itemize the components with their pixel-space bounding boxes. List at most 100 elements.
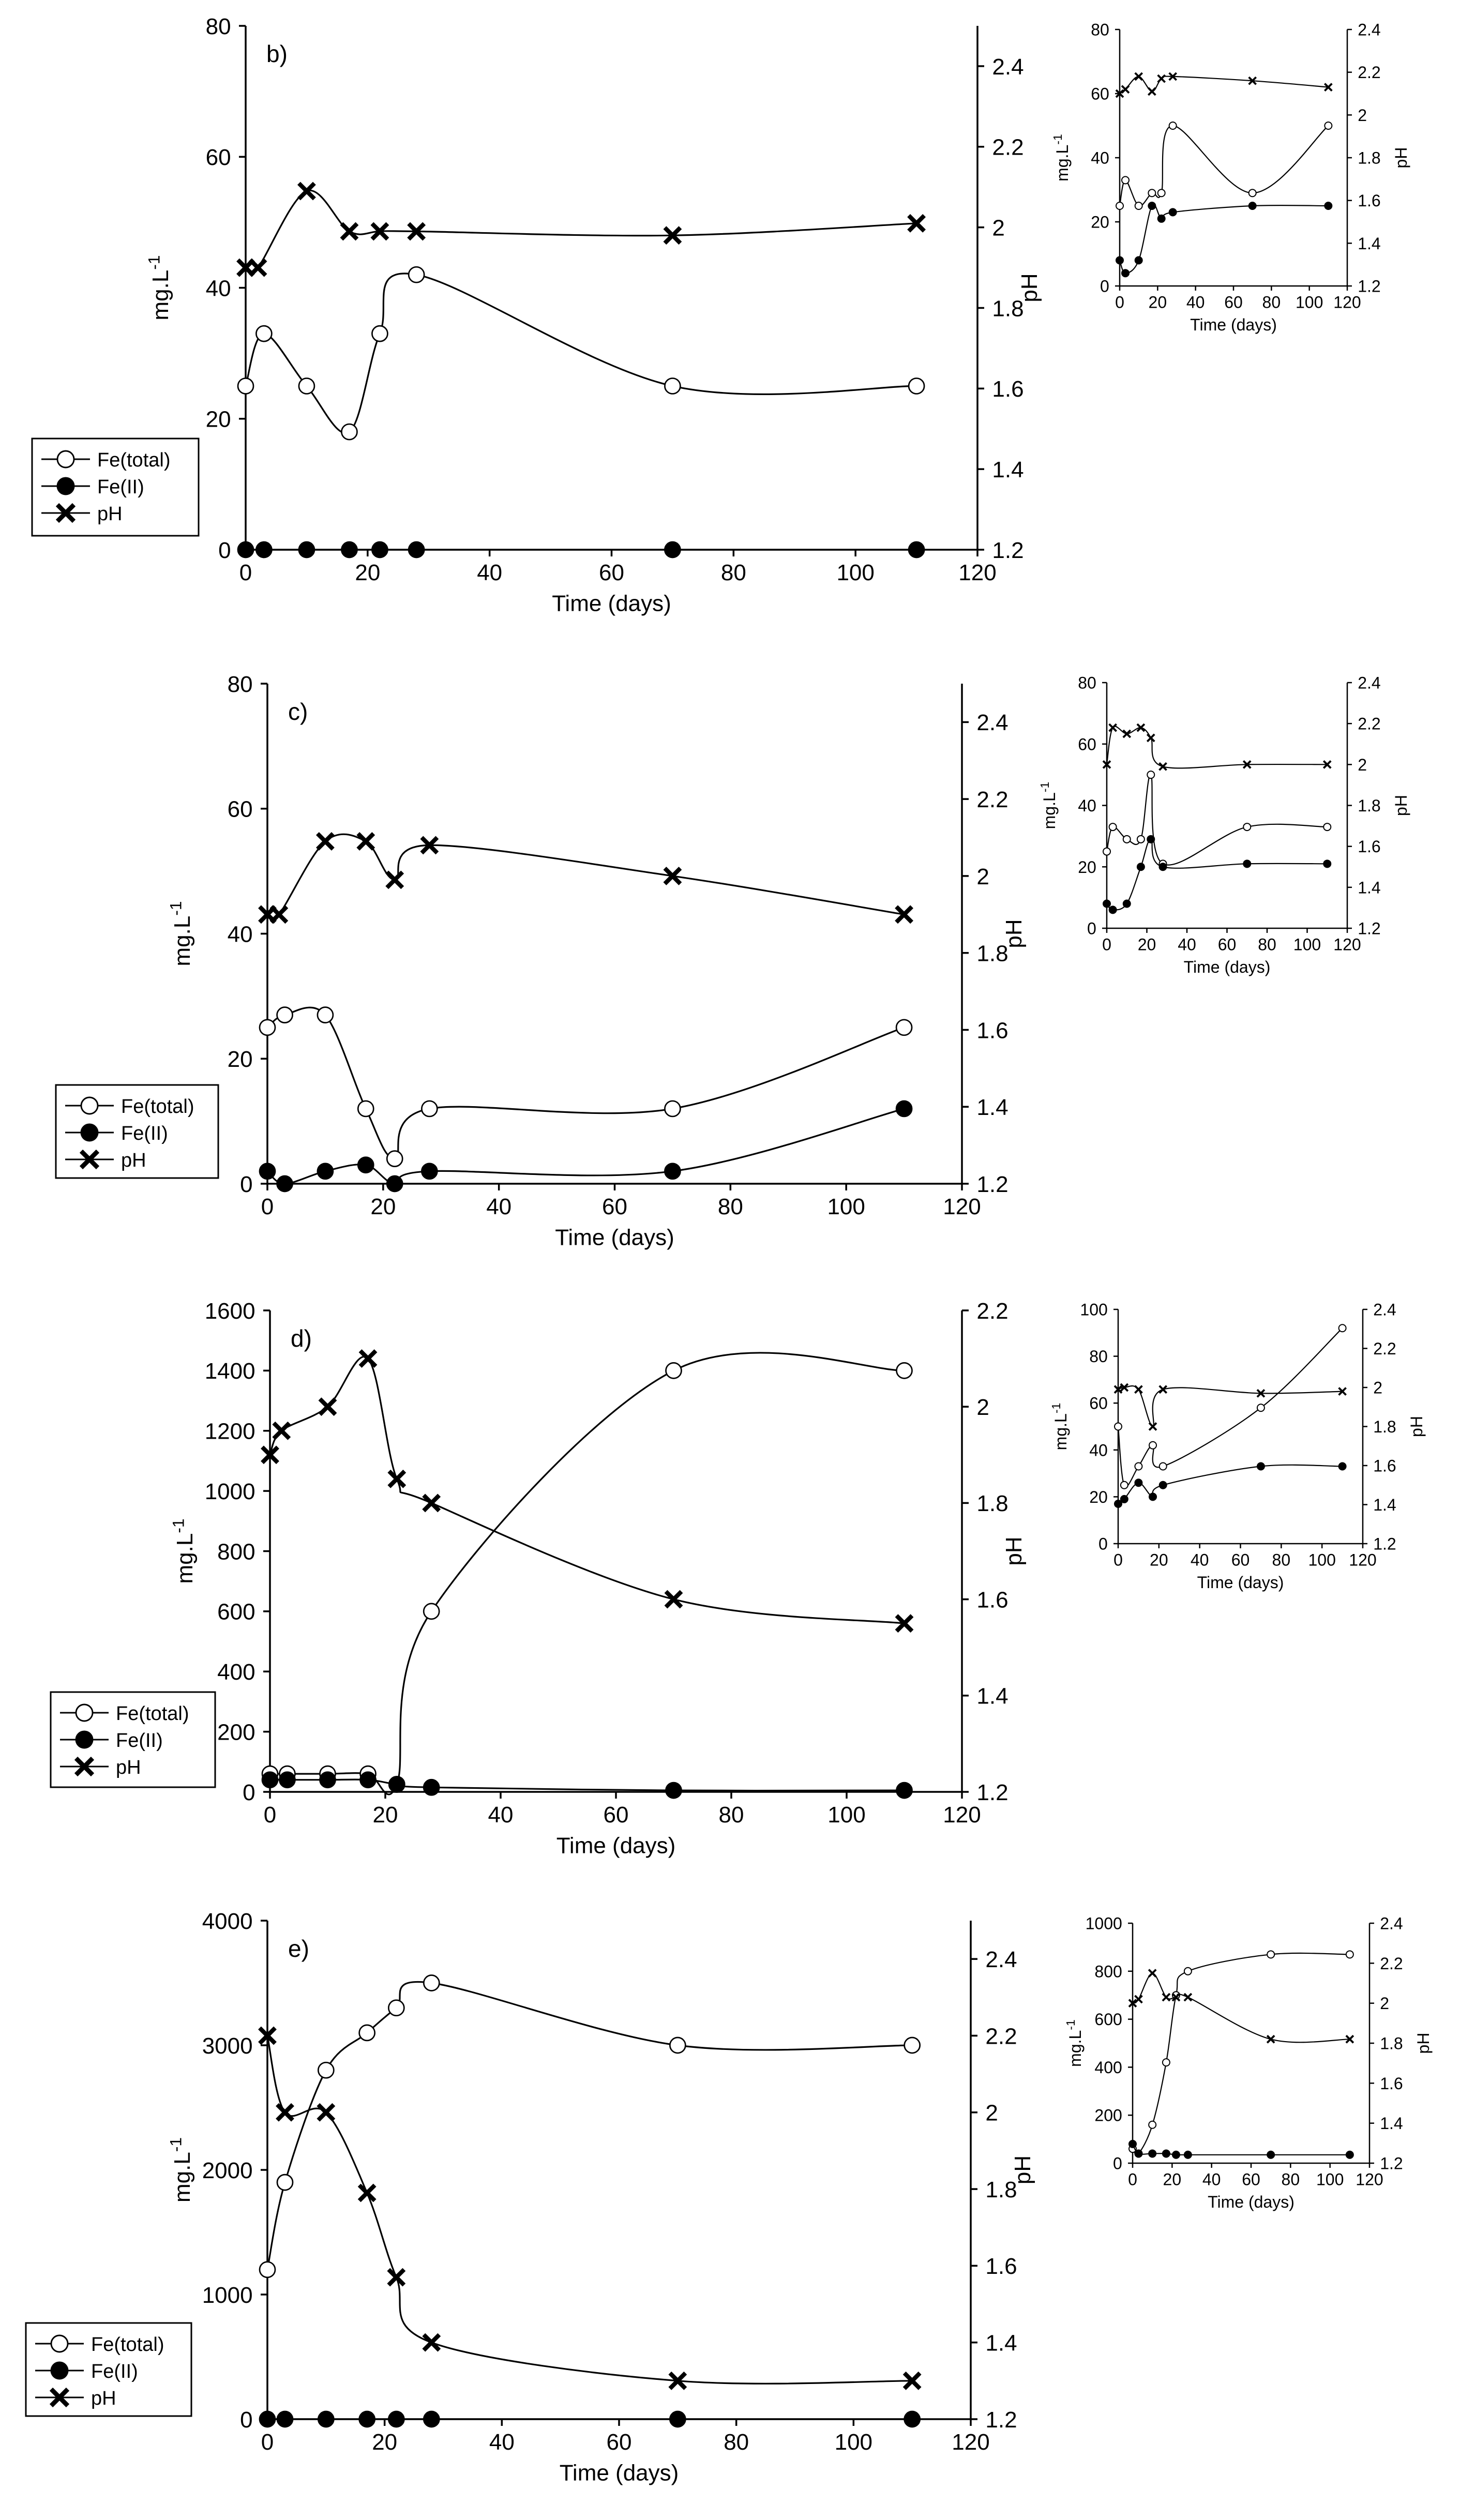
main-b-y2-tick-label: 1.4: [992, 457, 1024, 482]
inset-b-fe2-point: [1121, 269, 1130, 278]
inset-d-y2-tick-label: 1.6: [1373, 1457, 1396, 1475]
inset-b-y2-tick-label: 1.2: [1358, 277, 1380, 296]
main-e-ph-point: [357, 2183, 377, 2202]
inset-d-y-tick-label: 20: [1089, 1488, 1108, 1506]
main-b-fetotal-point: [371, 325, 388, 342]
inset-e-ph-point: [1266, 2034, 1275, 2044]
inset-d-y-axis-label-exp: -1: [1049, 1403, 1063, 1413]
main-c-ph-line: [266, 833, 905, 921]
main-b-fe2-point: [237, 541, 254, 559]
main-b-x-tick-label: 80: [721, 560, 746, 585]
main-c-y2-tick-label: 1.4: [976, 1095, 1008, 1120]
inset-b-fe2-point: [1134, 256, 1143, 265]
inset-d-y2-tick-label: 2.2: [1373, 1339, 1396, 1358]
main-d-ph-point: [387, 1469, 407, 1488]
main-d-ph-point: [358, 1349, 378, 1368]
inset-e-x-tick-label: 60: [1242, 2170, 1260, 2189]
main-c-y2-tick-label: 2: [976, 864, 989, 889]
main-c-fetotal-line: [266, 1006, 905, 1160]
main-e-fetotal-point: [387, 1999, 405, 2017]
main-d-x-tick-label: 80: [719, 1802, 744, 1828]
inset-e-fetotal-point: [1267, 1950, 1275, 1959]
main-e-x-axis-label: Time (days): [560, 2461, 679, 2486]
inset-b-x-axis-label: Time (days): [1190, 315, 1277, 334]
inset-e-x-axis-label: Time (days): [1208, 2193, 1295, 2211]
main-d-y-tick-label: 200: [217, 1719, 255, 1745]
main-b-fe2-point: [664, 541, 681, 559]
inset-d-fetotal-point: [1134, 1462, 1143, 1471]
main-b-y2-tick-label: 2: [992, 215, 1004, 240]
main-e-fe2-point: [423, 2410, 440, 2428]
main-b-y-axis-label-base: mg.L: [148, 270, 173, 321]
inset-e-y2-tick-label: 2.4: [1380, 1914, 1403, 1933]
inset-e-x-tick-label: 100: [1316, 2170, 1344, 2189]
inset-chart-d: 0 20 40 60 80 100 120 0 20 40 60 80 100 1.2 1.4 1.6 1.8 2…: [1049, 1301, 1426, 1592]
main-b-x-axis-label: Time (days): [552, 591, 671, 616]
main-d-ph-point: [422, 1493, 441, 1513]
inset-e-fe2-point: [1171, 2150, 1180, 2159]
main-e-ph-point: [902, 2371, 922, 2390]
main-b-fe2-point: [371, 541, 388, 559]
inset-d-x-tick-label: 0: [1113, 1551, 1123, 1570]
inset-d-fetotal-line: [1117, 1327, 1343, 1487]
main-c-fe2-point: [276, 1175, 293, 1193]
main-c-x-axis-label: Time (days): [555, 1225, 674, 1250]
inset-c-ph-point: [1108, 723, 1117, 732]
main-d-ph-point: [664, 1590, 683, 1609]
main-c-y2-tick-label: 1.6: [976, 1018, 1008, 1043]
main-d-y-axis-label: mg.L-1: [169, 1519, 198, 1584]
inset-c-fe2-point: [1147, 835, 1155, 843]
legend-fe2-marker: [50, 2361, 69, 2380]
main-d-y-tick-label: 400: [217, 1659, 255, 1685]
main-e-x-tick-label: 120: [952, 2430, 989, 2455]
inset-d-fetotal-point: [1338, 1324, 1347, 1333]
inset-c-y2-tick-label: 1.2: [1358, 919, 1380, 938]
inset-d-y2-tick-label: 1.8: [1373, 1417, 1396, 1436]
inset-b-fetotal-point: [1121, 176, 1130, 185]
main-b-fetotal-point: [298, 378, 315, 395]
main-e-fe2-point: [317, 2410, 335, 2428]
inset-d-ph-point: [1338, 1387, 1347, 1396]
inset-c-fe2-point: [1122, 899, 1131, 908]
main-c-fe2-line: [266, 1108, 905, 1185]
main-c-y2-axis-label: pH: [1001, 919, 1027, 948]
main-d-fetotal-point: [896, 1362, 913, 1379]
inset-e-x-tick-label: 120: [1356, 2170, 1383, 2189]
main-c-y-tick-label: 40: [228, 922, 253, 947]
main-c-ph-point: [356, 832, 375, 851]
inset-c-fetotal-point: [1108, 823, 1117, 832]
inset-d-y-tick-label: 0: [1098, 1535, 1108, 1553]
main-d-x-tick-label: 60: [604, 1802, 629, 1828]
inset-d-y2-axis-label: pH: [1407, 1416, 1426, 1437]
main-c-fetotal-point: [276, 1006, 293, 1023]
inset-c-fe2-line: [1106, 838, 1328, 911]
main-e-ph-point: [276, 2103, 294, 2122]
inset-d-x-axis-label: Time (days): [1197, 1573, 1284, 1592]
main-e-ph-line: [266, 2035, 912, 2385]
main-chart-b: 0 20 40 60 80 100 120 0 20 40 60 80 1.2 1.4 1.6 1.8 2 2.2…: [144, 14, 1042, 616]
legend-fe2-label: Fe(II): [121, 1123, 168, 1144]
main-e-y2-tick-label: 2.4: [985, 1947, 1017, 1972]
inset-b-axes-frame: [1119, 29, 1348, 287]
main-b-y2-tick-label: 1.2: [992, 538, 1024, 563]
inset-c-fe2-point: [1323, 859, 1332, 868]
legend-ph-label: pH: [121, 1150, 146, 1171]
inset-c-fetotal-point: [1122, 835, 1131, 843]
inset-b-x-tick-label: 120: [1333, 293, 1361, 312]
legend-ph-label: pH: [91, 2388, 116, 2409]
inset-b-ph-point: [1115, 89, 1124, 98]
inset-b-fe2-point: [1116, 256, 1124, 265]
inset-e-ph-point: [1134, 1995, 1143, 2004]
inset-b-y-axis-label-exp: -1: [1051, 134, 1064, 144]
main-d-y2-tick-label: 1.6: [976, 1587, 1008, 1612]
inset-c-fe2-point: [1158, 863, 1167, 871]
main-e-ph-point: [668, 2371, 687, 2390]
inset-c-y-axis-label-exp: -1: [1038, 782, 1051, 792]
main-e-y-axis-label: mg.L-1: [166, 2137, 195, 2202]
main-d-fe2-point: [261, 1771, 279, 1789]
inset-e-y-axis-label-exp: -1: [1064, 2019, 1077, 2030]
main-b-y2-tick-label: 2.2: [992, 135, 1024, 160]
inset-e-fe2-point: [1134, 2149, 1143, 2158]
main-b-y-tick-label: 60: [206, 145, 231, 170]
inset-c-y2-tick-label: 1.8: [1358, 796, 1380, 815]
